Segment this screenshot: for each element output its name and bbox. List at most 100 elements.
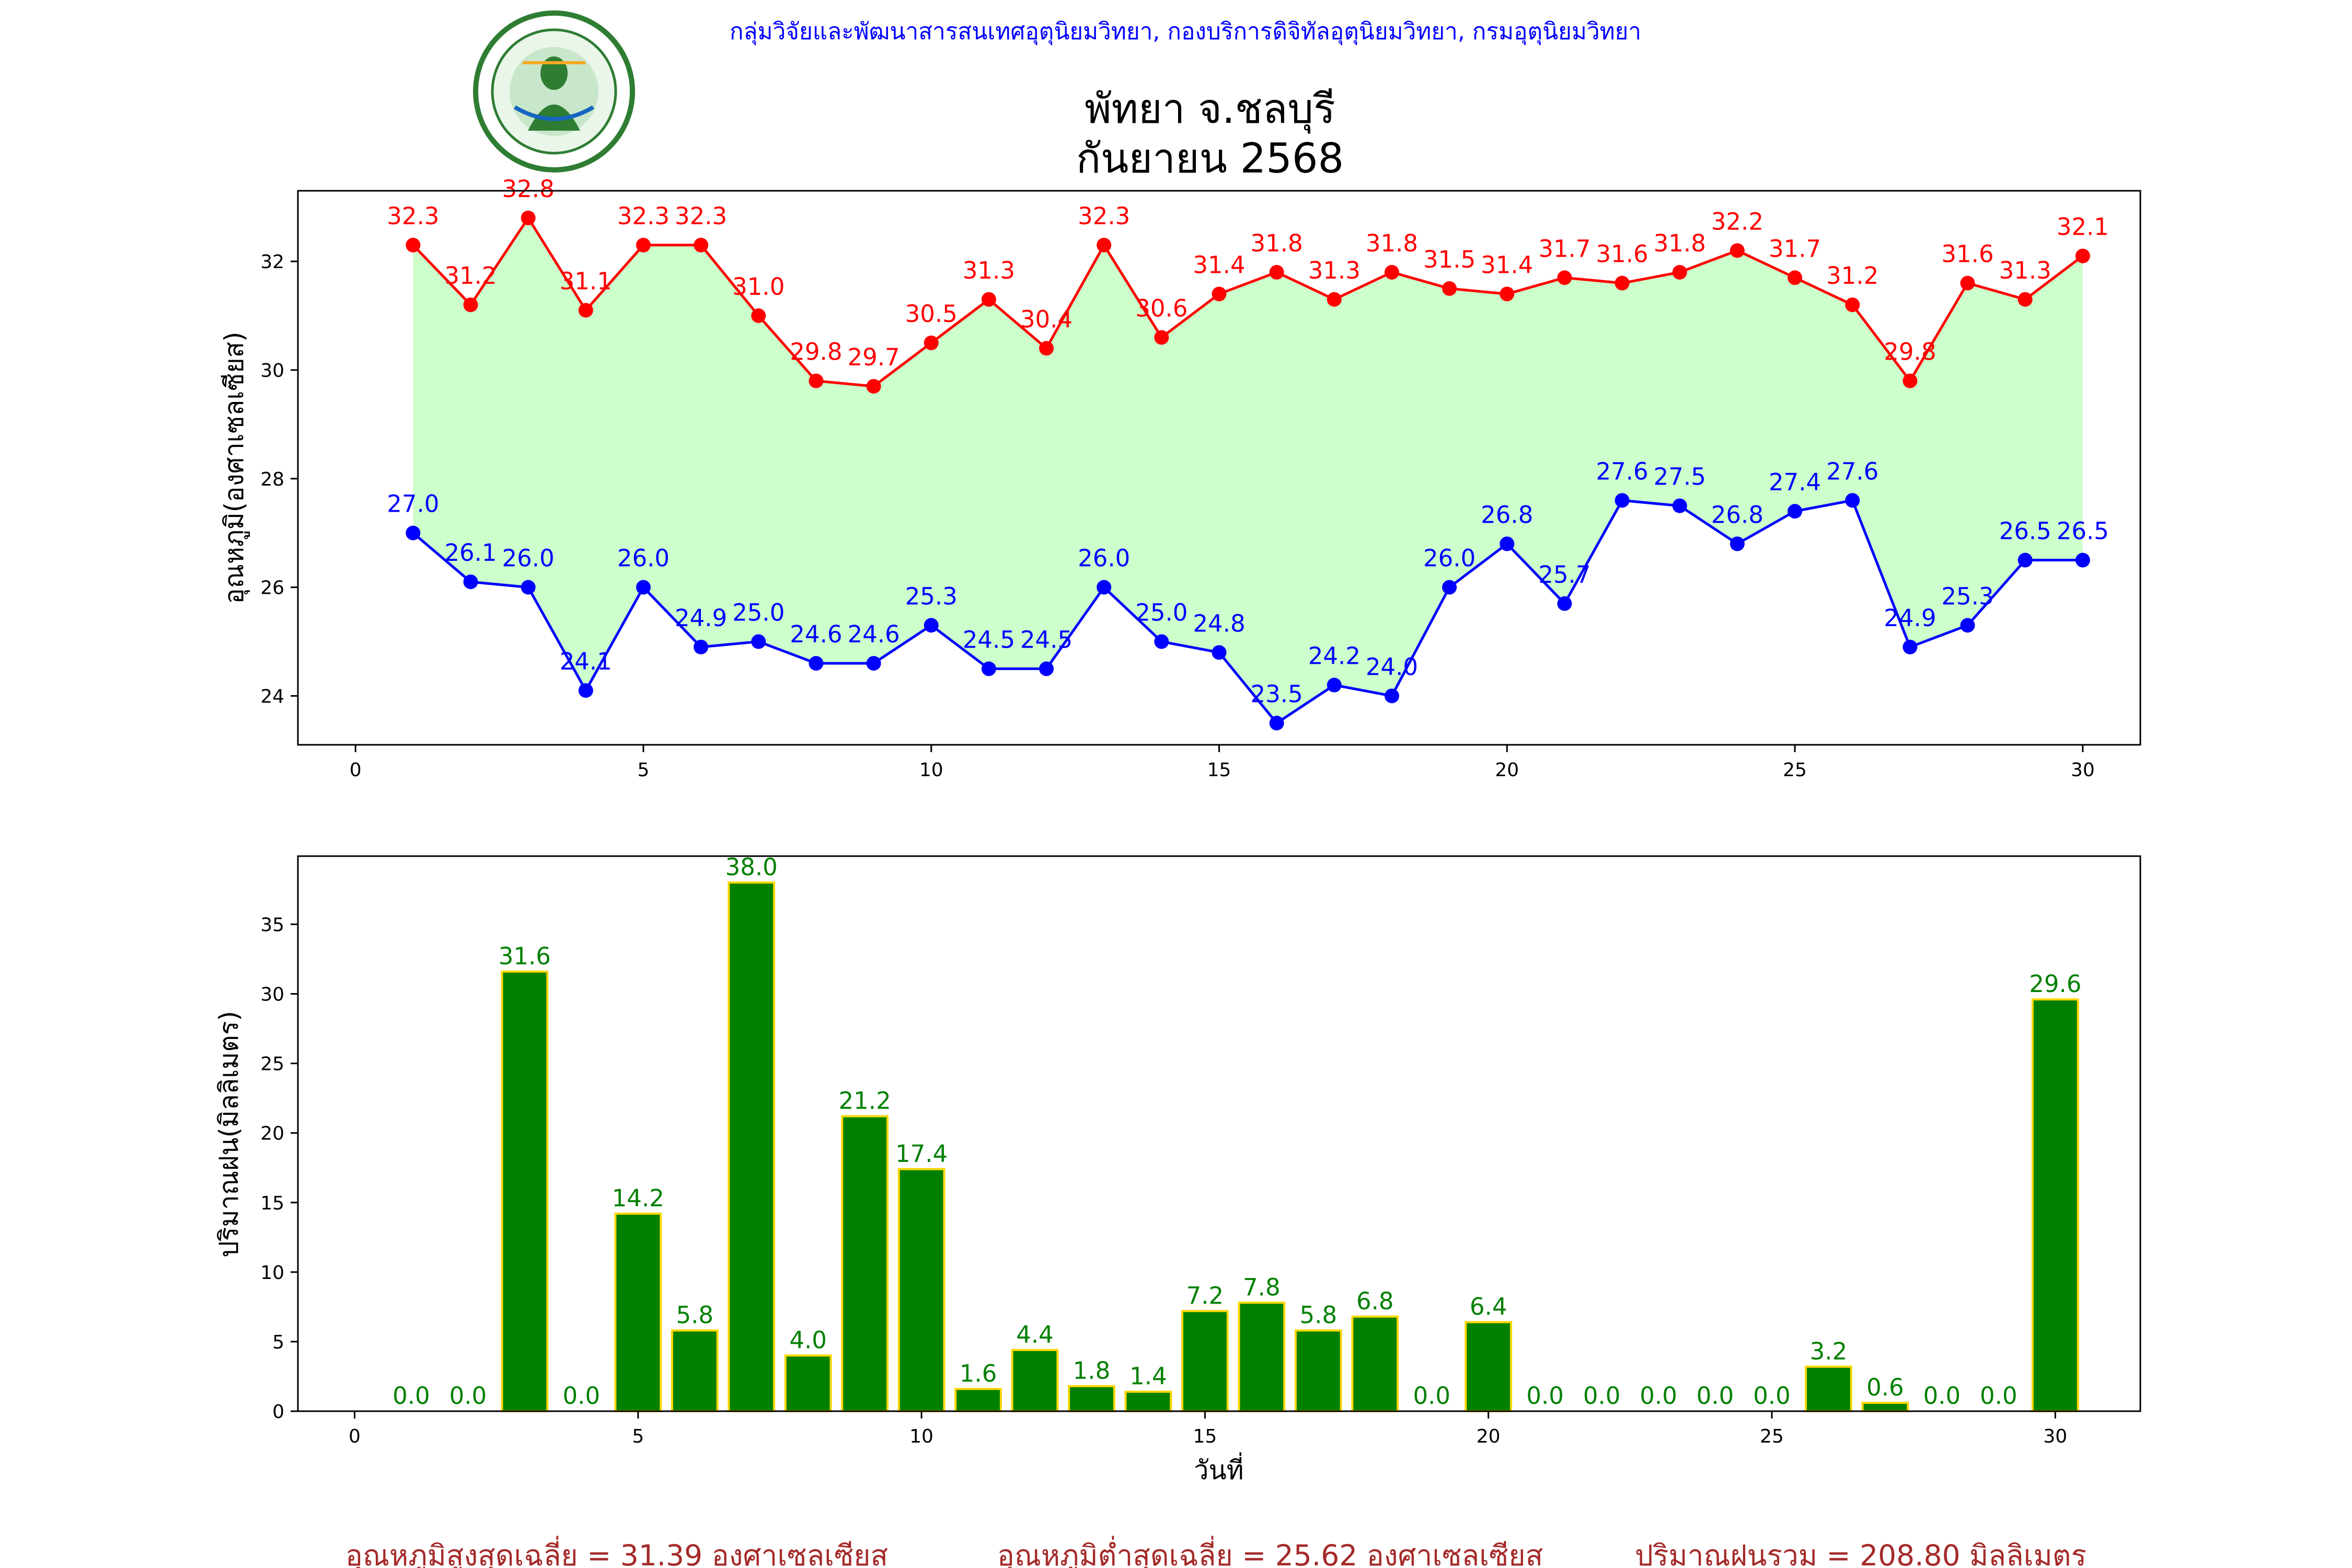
min-temperature-label: 24.6 [790, 620, 842, 648]
min-temperature-label: 26.0 [502, 545, 555, 572]
rainfall-chart: 0.0 0.0 31.6 0.0 14.2 5.8 38.0 4.0 21.217.4 1.6 4.… [214, 854, 2141, 1485]
temperature-lines [412, 215, 2084, 725]
min-temperature-label: 27.4 [1769, 468, 1821, 496]
rainfall-label: 0.0 [1583, 1382, 1621, 1410]
rainfall-label: 4.4 [1016, 1321, 1054, 1348]
max-temperature-point [1557, 270, 1572, 285]
max-temperature-label: 31.6 [1596, 240, 1648, 268]
max-temperature-point [924, 335, 939, 350]
min-temperature-point [578, 683, 593, 698]
min-temperature-point [981, 661, 996, 676]
max-temperature-label: 31.8 [1251, 229, 1303, 257]
max-temperature-label: 31.4 [1481, 251, 1533, 279]
max-temperature-point [1212, 286, 1227, 302]
rainfall-label: 6.8 [1356, 1287, 1394, 1315]
rainfall-label: 1.6 [960, 1359, 997, 1387]
max-temperature-label: 31.6 [1941, 240, 1993, 268]
temperature-band-fill [413, 217, 2083, 723]
rainfall-label: 0.0 [1980, 1382, 2017, 1410]
min-temperature-point [1960, 618, 1975, 633]
max-temperature-label: 31.7 [1769, 235, 1821, 262]
max-temperature-label: 31.3 [1999, 257, 2051, 284]
rainfall-label: 29.6 [2029, 970, 2081, 998]
min-temperature-label: 24.5 [1020, 626, 1073, 654]
rainfall-x-axis-title: วันที่ [1194, 1452, 1243, 1485]
min-temperature-label: 26.5 [1999, 517, 2051, 545]
min-temperature-point [1384, 688, 1399, 704]
max-temperature-point [1269, 264, 1284, 280]
temperature-y-axis-title: อุณหภูมิ(องศาเซลเซียส) [219, 331, 250, 604]
max-temperature-point [981, 292, 996, 307]
max-temperature-label: 32.3 [387, 202, 439, 230]
min-temperature-label: 24.9 [675, 604, 727, 632]
rainfall-y-tick-label: 20 [260, 1123, 284, 1145]
rainfall-bar [1861, 1402, 1909, 1412]
max-temperature-point [406, 237, 421, 252]
rainfall-bar [1294, 1329, 1342, 1412]
rainfall-y-axis-title: ปริมาณฝน(มิลลิเมตร) [214, 1011, 244, 1258]
min-temperature-point [1615, 493, 1630, 508]
max-temperature-label: 31.3 [963, 257, 1015, 284]
temperature-y-tick-label: 24 [260, 686, 284, 707]
rainfall-bar [2031, 998, 2079, 1412]
rainfall-x-tick-label: 10 [909, 1426, 933, 1447]
rainfall-bar [1011, 1348, 1059, 1412]
rainfall-y-tick-label: 5 [272, 1332, 284, 1353]
rainfall-label: 7.8 [1243, 1273, 1281, 1301]
rainfall-label: 0.0 [449, 1382, 487, 1410]
temperature-x-tick-label: 0 [350, 759, 362, 781]
rainfall-y-tick-label: 25 [260, 1054, 284, 1075]
min-temperature-point [2075, 552, 2090, 568]
max-temperature-point [866, 379, 881, 394]
min-temperature-point [1269, 716, 1284, 731]
rainfall-bar [728, 881, 776, 1412]
min-temperature-point [463, 574, 478, 590]
max-temperature-label: 31.7 [1538, 235, 1590, 262]
rainfall-label: 0.0 [1640, 1382, 1677, 1410]
min-temperature-point [1442, 580, 1457, 595]
min-temperature-point [1500, 536, 1515, 551]
min-temperature-point [866, 656, 881, 671]
max-temperature-point [1672, 264, 1687, 280]
summary-avg-min: อุณหภูมิต่ำสุดเฉลี่ย = 25.62 องศาเซลเซีย… [997, 1536, 1543, 1568]
min-temperature-label: 27.6 [1826, 457, 1878, 485]
min-temperature-point [809, 656, 824, 671]
min-temperature-label: 25.3 [905, 582, 958, 610]
max-temperature-point [809, 373, 824, 388]
min-temperature-label: 25.0 [732, 599, 785, 627]
max-temperature-point [578, 303, 593, 318]
rainfall-label: 0.0 [1413, 1382, 1450, 1410]
rainfall-label: 6.4 [1470, 1293, 1507, 1321]
min-temperature-label: 23.5 [1251, 680, 1303, 708]
max-temperature-point [1442, 281, 1457, 296]
min-temperature-label: 26.8 [1481, 501, 1533, 528]
max-temperature-point [2017, 292, 2033, 307]
max-temperature-point [1500, 286, 1515, 302]
max-temperature-point [1154, 330, 1169, 345]
rainfall-bar [1465, 1321, 1513, 1412]
temperature-y-tick-label: 28 [260, 469, 284, 490]
max-temperature-label: 32.2 [1711, 207, 1763, 235]
max-temperature-label: 30.6 [1135, 295, 1187, 322]
max-temperature-label: 32.1 [2057, 213, 2109, 241]
max-temperature-label: 31.2 [444, 262, 497, 290]
rainfall-bar [1238, 1301, 1286, 1412]
rainfall-label: 21.2 [839, 1087, 891, 1115]
max-temperature-point [636, 237, 651, 252]
rainfall-label: 5.8 [1300, 1301, 1338, 1329]
max-temperature-point [463, 297, 478, 313]
rainfall-bar [841, 1115, 889, 1412]
rainfall-plot-frame [297, 855, 2141, 1412]
max-temperature-label: 32.3 [1078, 202, 1130, 230]
max-temperature-point [1845, 297, 1860, 313]
min-temperature-label: 24.9 [1884, 604, 1936, 632]
rainfall-x-tick-label: 15 [1193, 1426, 1217, 1447]
min-temperature-point [1327, 677, 1342, 693]
rainfall-label: 3.2 [1810, 1338, 1848, 1365]
rainfall-label: 0.0 [1697, 1382, 1734, 1410]
min-temperature-label: 26.0 [617, 545, 670, 572]
min-temperature-point [1672, 498, 1687, 513]
min-temperature-point [2017, 552, 2033, 568]
temperature-points [406, 210, 2090, 731]
